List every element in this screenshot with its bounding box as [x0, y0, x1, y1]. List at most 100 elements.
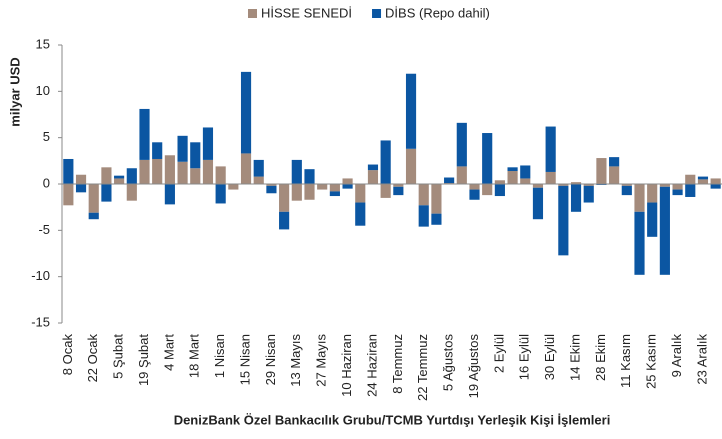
bar-segment	[240, 153, 252, 184]
legend-label: HİSSE SENEDİ	[261, 5, 352, 20]
bar-segment	[329, 184, 340, 192]
x-tick-label: 19 Ağustos	[466, 334, 481, 399]
bar-segment	[469, 184, 480, 190]
bar-segment	[405, 73, 417, 149]
bar-segment	[570, 182, 582, 184]
bar-segment	[139, 108, 150, 160]
bar-segment	[609, 166, 620, 184]
bar-segment	[558, 185, 569, 256]
bar-segment	[634, 184, 645, 212]
legend-swatch	[248, 9, 257, 18]
x-tick-label: 9 Aralık	[669, 334, 684, 378]
y-tick-label: -15	[31, 314, 50, 329]
bar-segment	[355, 202, 366, 226]
x-tick-label: 4 Mart	[161, 334, 176, 371]
bar-segment	[177, 161, 188, 184]
x-tick-label: 8 Ocak	[60, 334, 75, 376]
bar-segment	[164, 155, 175, 184]
bar-segment	[647, 202, 658, 237]
bar-segment	[152, 142, 163, 159]
bar-segment	[101, 167, 112, 184]
x-tick-label: 23 Aralık	[694, 334, 709, 385]
bar-segment	[202, 159, 214, 184]
bar-segment	[126, 168, 137, 184]
x-tick-label: 27 Mayıs	[314, 334, 329, 387]
bar-segment	[228, 184, 239, 190]
bar-segment	[621, 185, 632, 196]
bar-segment	[291, 159, 302, 184]
x-tick-label: 22 Ocak	[85, 334, 100, 383]
bar-segment	[253, 159, 264, 177]
bar-segment	[355, 184, 366, 203]
bar-segment	[520, 178, 531, 184]
y-tick-label: 15	[36, 36, 50, 51]
bar-segment	[266, 185, 277, 194]
bar-segment	[202, 127, 214, 160]
x-tick-label: 1 Nisan	[212, 334, 227, 378]
x-tick-label: 29 Nisan	[263, 334, 278, 385]
bar-segment	[431, 213, 442, 225]
bar-segment	[190, 142, 201, 169]
x-tick-label: 22 Temmuz	[415, 334, 430, 401]
bar-segment	[126, 184, 137, 201]
bar-segment	[329, 191, 340, 197]
legend-swatch	[372, 9, 382, 18]
x-tick-label: 11 Kasım	[618, 334, 633, 388]
bar-segment	[507, 171, 518, 184]
x-tick-label: 2 Eylül	[491, 334, 506, 373]
bar-segment	[240, 71, 252, 154]
x-tick-label: 18 Mart	[187, 334, 202, 378]
bar-segment	[672, 184, 683, 190]
x-tick-label: 5 Şubat	[111, 334, 126, 379]
bar-segment	[570, 184, 582, 212]
bar-segment	[152, 158, 163, 184]
x-tick-label: 13 Mayıs	[288, 334, 303, 387]
bar-segment	[177, 135, 188, 162]
bar-segment	[583, 185, 594, 203]
x-tick-label: 28 Ekim	[593, 334, 608, 381]
bar-segment	[659, 184, 670, 187]
x-tick-label: 30 Eylül	[542, 334, 557, 380]
bar-segment	[279, 184, 290, 212]
bar-segment	[456, 122, 467, 167]
bar-segment	[482, 184, 493, 196]
bar-segment	[367, 170, 379, 184]
bar-segment	[672, 189, 683, 196]
bar-segment	[367, 164, 379, 171]
bar-segment	[114, 175, 125, 179]
bar-segment	[253, 176, 264, 184]
bar-segment	[710, 178, 721, 184]
bar-segment	[621, 184, 632, 186]
bar-segment	[164, 184, 175, 205]
bar-segment	[215, 184, 226, 204]
bar-segment	[380, 140, 391, 184]
bar-segment	[456, 166, 467, 184]
bar-segment	[545, 171, 556, 184]
bar-segment	[114, 178, 125, 184]
bar-segment	[215, 166, 226, 184]
bar-segment	[659, 186, 670, 275]
bar-segment	[558, 184, 569, 186]
bar-segment	[88, 212, 99, 220]
legend-label: DİBS (Repo dahil)	[385, 5, 490, 20]
bar-segment	[697, 179, 709, 184]
x-tick-label: 5 Ağustos	[441, 334, 456, 392]
bar-segment	[63, 184, 74, 206]
bar-segment	[342, 184, 353, 189]
bar-segment	[545, 126, 556, 172]
y-axis-label: milyar USD	[7, 57, 22, 126]
bar-segment	[583, 184, 594, 186]
bar-segment	[279, 211, 290, 230]
bar-segment	[393, 186, 404, 196]
bar-segment	[304, 184, 315, 200]
y-tick-label: -10	[31, 268, 50, 283]
bar-segment	[190, 168, 201, 184]
bar-segment	[685, 184, 696, 197]
bar-segment	[507, 167, 518, 172]
bar-segment	[609, 157, 620, 167]
bar-segment	[266, 184, 277, 186]
bar-segment	[444, 177, 455, 184]
bar-segment	[494, 180, 505, 184]
bar-segment	[342, 178, 353, 184]
